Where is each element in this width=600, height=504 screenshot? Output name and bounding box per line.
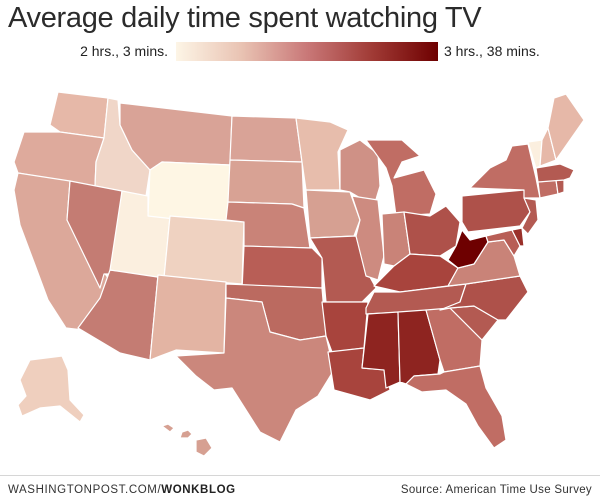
us-choropleth-map xyxy=(13,91,585,457)
footer-credit: WASHINGTONPOST.COM/WONKBLOG xyxy=(8,484,236,496)
state-co[interactable] xyxy=(163,215,245,285)
section-name: WONKBLOG xyxy=(161,484,236,496)
footer: WASHINGTONPOST.COM/WONKBLOG Source: Amer… xyxy=(0,475,600,504)
state-mn[interactable] xyxy=(295,117,349,191)
source-note: Source: American Time Use Survey xyxy=(400,484,592,496)
state-nd[interactable] xyxy=(229,115,303,163)
page-title: Average daily time spent watching TV xyxy=(8,2,482,34)
state-ct[interactable] xyxy=(537,179,559,199)
state-fl[interactable] xyxy=(405,365,507,449)
state-nm[interactable] xyxy=(149,274,227,361)
state-il[interactable] xyxy=(351,195,385,281)
state-ny[interactable] xyxy=(469,143,541,199)
state-me[interactable] xyxy=(547,93,585,161)
footer-divider xyxy=(0,475,600,476)
state-sd[interactable] xyxy=(227,159,305,209)
state-nc[interactable] xyxy=(439,275,529,321)
state-ia[interactable] xyxy=(305,189,361,239)
state-wa[interactable] xyxy=(49,91,109,139)
state-oh[interactable] xyxy=(403,205,461,257)
state-wy[interactable] xyxy=(147,161,231,226)
legend-high-label: 3 hrs., 38 mins. xyxy=(444,43,540,59)
state-ks[interactable] xyxy=(241,245,323,293)
state-hi[interactable] xyxy=(161,423,213,457)
state-wi[interactable] xyxy=(339,139,381,207)
state-ri[interactable] xyxy=(555,179,565,195)
state-tx[interactable] xyxy=(175,297,335,443)
state-id[interactable] xyxy=(94,97,151,197)
state-ma[interactable] xyxy=(535,163,575,183)
state-ar[interactable] xyxy=(321,301,369,353)
legend-low-label: 2 hrs., 3 mins. xyxy=(80,43,168,59)
state-mi[interactable] xyxy=(365,139,437,217)
state-de[interactable] xyxy=(511,227,525,247)
color-legend: 2 hrs., 3 mins. 3 hrs., 38 mins. xyxy=(0,40,600,66)
legend-gradient-bar xyxy=(176,42,438,61)
state-ak[interactable] xyxy=(17,355,85,423)
publisher-name: WASHINGTONPOST.COM/ xyxy=(8,484,162,496)
state-nj[interactable] xyxy=(521,197,539,235)
state-pa[interactable] xyxy=(461,189,531,233)
